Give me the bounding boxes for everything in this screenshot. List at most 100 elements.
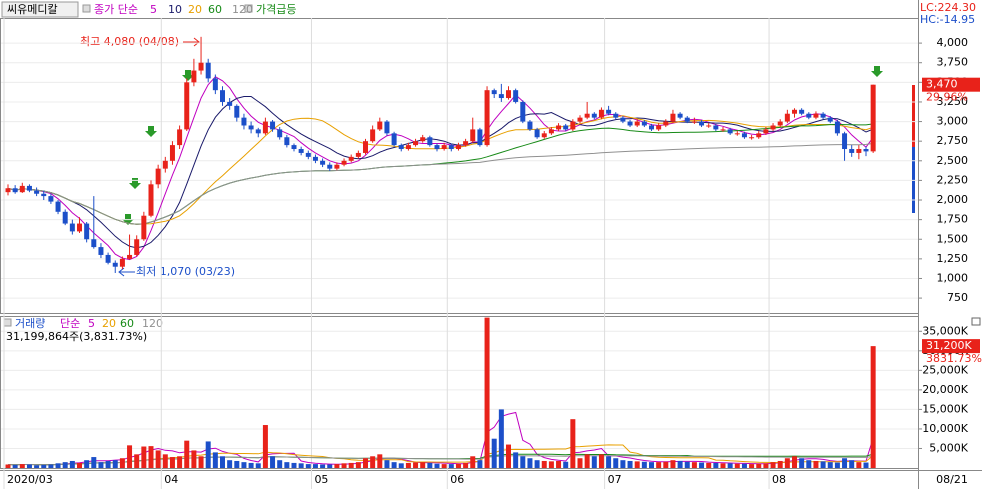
volume-bar	[26, 464, 32, 468]
candle-body	[34, 190, 40, 194]
candle-body	[248, 125, 254, 130]
candle-body	[377, 121, 383, 130]
candle-body	[112, 262, 118, 267]
volume-bar	[377, 454, 383, 468]
volume-bar	[649, 462, 654, 468]
volume-bar	[41, 464, 47, 468]
candle-body	[262, 121, 268, 134]
candle-body	[577, 117, 583, 122]
price-ma-lines	[7, 76, 874, 261]
y-tick-label: 1,750	[937, 213, 969, 226]
candle-body	[363, 141, 368, 153]
volume-bar	[448, 464, 454, 468]
volume-bar	[756, 463, 762, 468]
ma-line	[7, 115, 874, 225]
candle-body	[48, 196, 54, 202]
volume-bar	[749, 464, 755, 468]
volume-legend-label: 거래량	[15, 317, 45, 330]
volume-change-label: 3831.73%	[926, 352, 982, 365]
candle-body	[69, 223, 75, 232]
volume-bar	[842, 458, 848, 468]
candle-body	[26, 185, 32, 191]
candle-body	[749, 137, 755, 139]
volume-bar	[169, 457, 175, 468]
volume-marker-box	[922, 339, 980, 354]
candle-body	[134, 239, 140, 255]
candle-body	[849, 149, 855, 153]
volume-bar	[234, 460, 240, 468]
volume-bar	[584, 454, 590, 468]
x-tick-label: 07	[608, 473, 622, 486]
volume-bar	[34, 465, 40, 468]
volume-bar	[212, 452, 218, 468]
candle-body	[534, 129, 540, 138]
candle-body	[169, 145, 175, 161]
candle-body	[55, 201, 61, 212]
volume-bar	[784, 458, 790, 468]
candle-body	[627, 121, 633, 126]
volume-bar	[792, 456, 797, 468]
candle-body	[870, 84, 876, 152]
volume-bar	[613, 458, 619, 468]
candle-body	[441, 145, 447, 150]
candle-body	[227, 101, 233, 106]
stock-box[interactable]	[1, 1, 79, 18]
volume-bar	[627, 460, 633, 468]
x-tick-label: 08/21	[936, 473, 968, 486]
volume-bar	[470, 456, 476, 468]
candle-body	[127, 254, 133, 259]
x-tick-label: 08	[772, 473, 786, 486]
candle-body	[162, 160, 168, 169]
candle-body	[520, 101, 526, 122]
candle-body	[684, 117, 690, 122]
candle-body	[77, 223, 82, 232]
panel-close[interactable]	[971, 317, 981, 326]
candle-body	[756, 133, 762, 138]
x-tick-label: 05	[314, 473, 328, 486]
candle-body	[584, 113, 590, 118]
candle-body	[148, 184, 154, 216]
volume-bar	[5, 464, 11, 468]
y-tick-label: 2,750	[937, 134, 969, 147]
stock-name[interactable]: 씨유메디칼	[7, 3, 58, 16]
candle-body	[191, 70, 197, 83]
candle-body	[606, 109, 612, 114]
volume-bar	[19, 464, 25, 468]
ma-line	[7, 143, 874, 225]
volume-bar	[484, 317, 490, 468]
candle-body	[255, 129, 261, 134]
volume-bar	[677, 460, 683, 468]
volume-legend-period: 20	[102, 317, 116, 330]
candle-body	[691, 121, 697, 123]
y2-tick-label: 10,000K	[922, 422, 968, 435]
candle-body	[548, 129, 554, 134]
volume-bar	[270, 456, 276, 468]
volume-bar	[598, 454, 604, 468]
candle-body	[842, 133, 848, 150]
candle-body	[448, 145, 454, 150]
candle-body	[62, 211, 68, 224]
volume-bar	[434, 463, 440, 468]
volume-bar	[69, 460, 75, 468]
candle-body	[777, 121, 783, 126]
volume-bar	[55, 463, 61, 468]
volume-bar	[148, 446, 154, 468]
candle-body	[699, 121, 705, 126]
candle-body	[620, 117, 626, 122]
candle-body	[720, 129, 726, 131]
volume-bar	[834, 462, 840, 468]
volume-bar	[255, 463, 261, 468]
volume-bar	[606, 456, 612, 468]
volume-bar	[591, 456, 597, 468]
candle-body	[677, 113, 683, 118]
volume-bar	[577, 458, 583, 468]
candle-body	[348, 156, 354, 161]
volume-bar	[77, 462, 82, 468]
volume-bar	[620, 460, 626, 468]
volume-bar	[427, 462, 433, 468]
volume-bar	[770, 462, 776, 468]
volume-bar	[91, 457, 97, 468]
volume-bar	[327, 464, 333, 468]
volume-bar	[734, 463, 740, 468]
volume-bar	[455, 463, 461, 468]
